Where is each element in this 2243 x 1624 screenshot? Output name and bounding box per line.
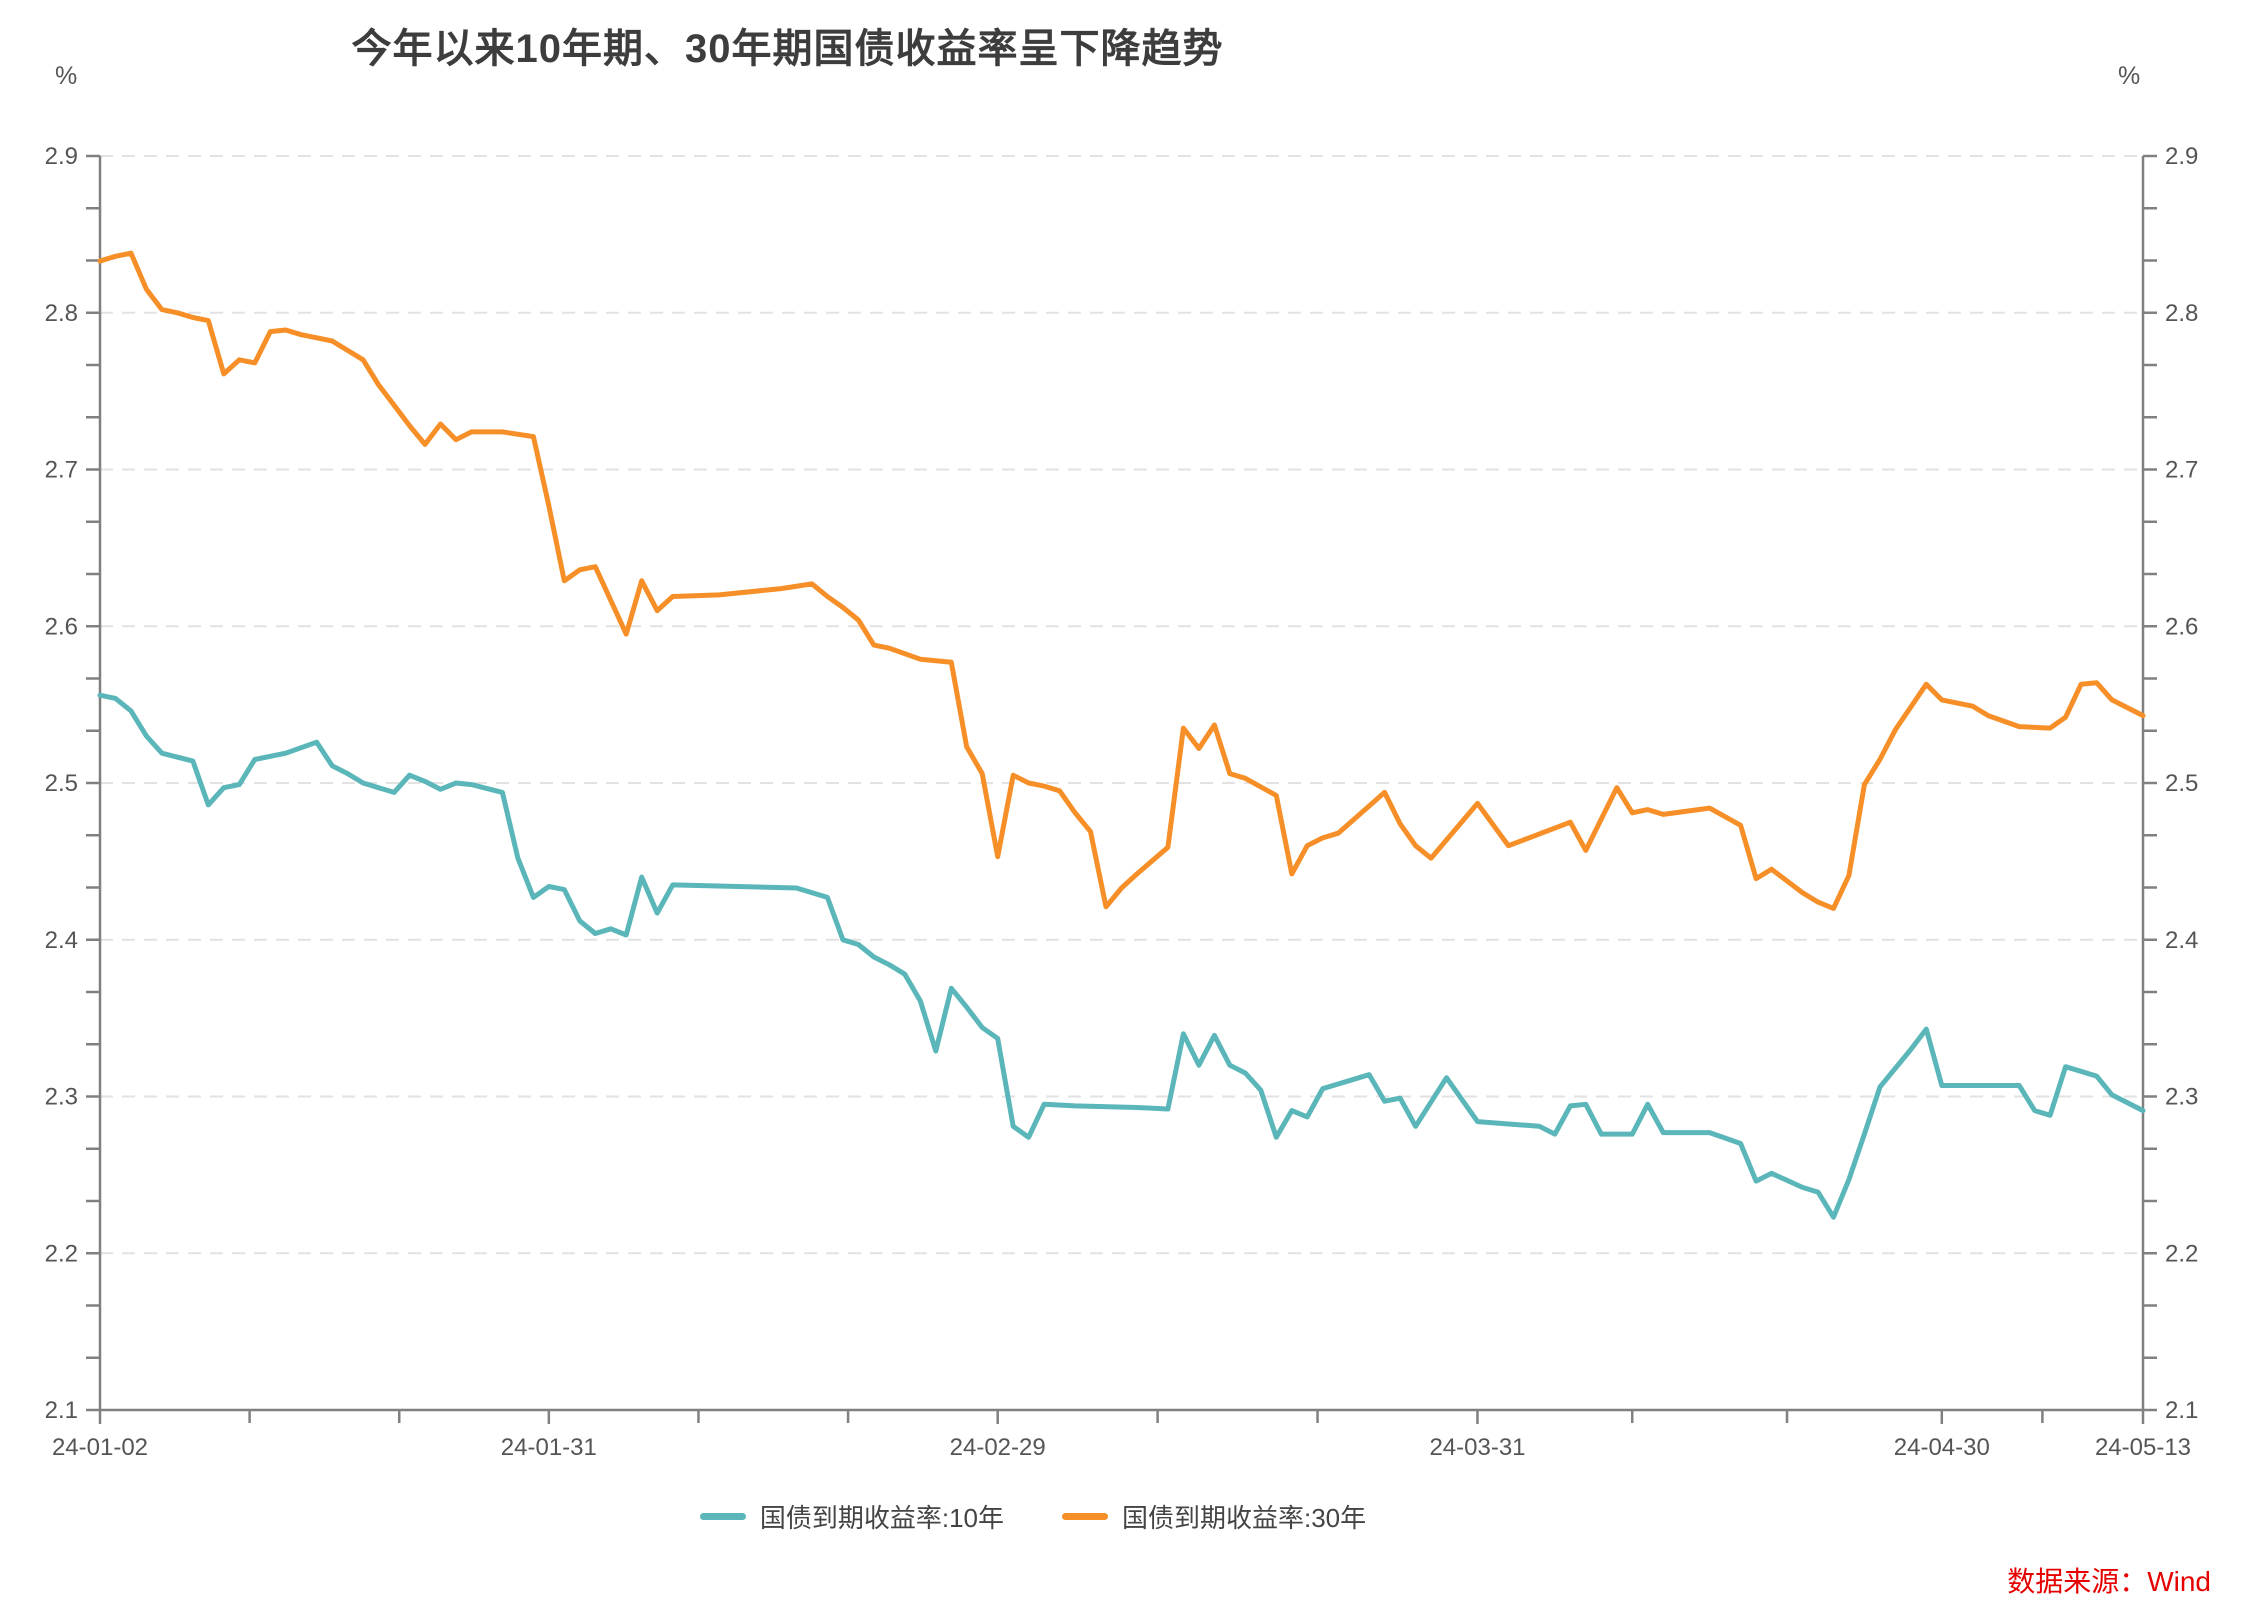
- y-tick-label-left: 2.5: [45, 770, 78, 797]
- x-tick-label: 24-03-31: [1429, 1434, 1525, 1461]
- x-tick-label: 24-02-29: [950, 1434, 1046, 1461]
- legend-label: 国债到期收益率:10年: [759, 1503, 1004, 1533]
- y-tick-label-left: 2.1: [45, 1397, 78, 1424]
- y-axis-unit-right: %: [2118, 62, 2141, 90]
- y-tick-label-right: 2.4: [2165, 927, 2198, 954]
- y-tick-label-left: 2.7: [45, 457, 78, 484]
- y-tick-label-right: 2.2: [2165, 1240, 2198, 1267]
- gridlines: [100, 155, 2143, 1255]
- legend-item-10y[interactable]: 国债到期收益率:10年: [699, 1498, 1004, 1535]
- x-tick-label: 24-05-13: [2095, 1434, 2191, 1461]
- series-line-10y: [97, 692, 2146, 1220]
- y-tick-label-left: 2.2: [45, 1240, 78, 1267]
- y-tick-label-right: 2.6: [2165, 613, 2198, 640]
- x-tick-label: 24-01-02: [52, 1434, 148, 1461]
- x-tick-label: 24-04-30: [1894, 1434, 1990, 1461]
- legend-label: 国债到期收益率:30年: [1122, 1503, 1367, 1533]
- y-tick-label-left: 2.8: [45, 300, 78, 327]
- series-line-30y: [97, 250, 2146, 911]
- y-tick-label-right: 2.3: [2165, 1084, 2198, 1111]
- x-ticks: 24-01-02 24-01-31 24-02-29 24-03-31 24-04-30…: [52, 1410, 2191, 1461]
- legend-swatch: [699, 1513, 746, 1520]
- legend: 国债到期收益率:10年 国债到期收益率:30年: [0, 1498, 2066, 1535]
- legend-item-30y[interactable]: 国债到期收益率:30年: [1062, 1498, 1366, 1535]
- y-tick-label-right: 2.7: [2165, 457, 2198, 484]
- y-tick-label-right: 2.5: [2165, 770, 2198, 797]
- y-ticks: 2.1 2.1 2.2 2.2 2.3 2.3 2.4 2.4 2.5 2.5 2.6 2.6 2.7 2…: [45, 143, 2199, 1424]
- chart-title: 今年以来10年期、30年期国债收益率呈下降趋势: [351, 27, 1224, 71]
- source-note: 数据来源：Wind: [2007, 1566, 2211, 1597]
- y-tick-label-right: 2.1: [2165, 1397, 2198, 1424]
- y-tick-label-left: 2.9: [45, 143, 78, 170]
- y-tick-label-left: 2.3: [45, 1084, 78, 1111]
- y-tick-label-right: 2.8: [2165, 300, 2198, 327]
- y-tick-label-left: 2.4: [45, 927, 78, 954]
- y-tick-label-right: 2.9: [2165, 143, 2198, 170]
- y-tick-label-left: 2.6: [45, 613, 78, 640]
- x-tick-label: 24-01-31: [501, 1434, 597, 1461]
- legend-swatch: [1062, 1513, 1108, 1520]
- y-axis-unit-left: %: [55, 62, 78, 90]
